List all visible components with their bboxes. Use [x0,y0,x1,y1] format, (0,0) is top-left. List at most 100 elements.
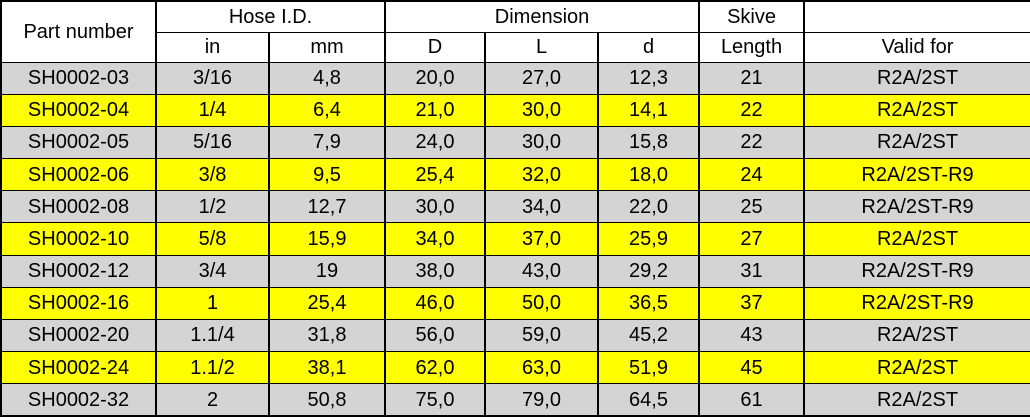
part-number-cell: SH0002-08 [0,190,157,224]
dimension-L-cell: 79,0 [484,383,600,417]
hose-id-in-cell: 2 [155,383,270,417]
hose-id-mm-cell: 19 [267,254,387,288]
hose-id-in-cell: 3/8 [155,158,270,192]
hose-id-mm-cell: 6,4 [267,93,387,127]
part-number-cell: SH0002-10 [0,222,157,256]
table-row: SH0002-16 1 25,4 46,0 50,0 36,5 37 R2A/2… [0,286,1030,320]
part-number-cell: SH0002-03 [0,61,157,95]
skive-length-cell: 22 [698,93,806,127]
dimension-L-cell: 37,0 [484,222,600,256]
hose-id-in-cell: 1.1/2 [155,351,270,385]
dimension-L-cell: 50,0 [484,286,600,320]
dimension-d-cell: 18,0 [597,158,701,192]
table-row: SH0002-24 1.1/2 38,1 62,0 63,0 51,9 45 R… [0,351,1030,385]
table-body: SH0002-03 3/16 4,8 20,0 27,0 12,3 21 R2A… [0,61,1030,417]
hose-id-mm-cell: 38,1 [267,351,387,385]
dimension-D-cell: 75,0 [384,383,487,417]
dimension-L-cell: 43,0 [484,254,600,288]
table-row: SH0002-03 3/16 4,8 20,0 27,0 12,3 21 R2A… [0,61,1030,95]
valid-for-cell: R2A/2ST [803,351,1030,385]
valid-for-cell: R2A/2ST [803,61,1030,95]
dimension-D-cell: 38,0 [384,254,487,288]
part-number-cell: SH0002-06 [0,158,157,192]
valid-for-cell: R2A/2ST-R9 [803,254,1030,288]
valid-for-cell: R2A/2ST-R9 [803,286,1030,320]
header-dim-d: d [597,31,701,63]
dimension-D-cell: 24,0 [384,125,487,160]
header-hose-id: Hose I.D. [154,0,387,33]
dimension-d-cell: 15,8 [597,125,701,160]
dimension-d-cell: 45,2 [597,318,701,353]
hose-id-mm-cell: 15,9 [267,222,387,256]
hose-id-in-cell: 1.1/4 [155,318,270,353]
dimension-L-cell: 34,0 [484,190,600,224]
skive-length-cell: 43 [698,318,806,353]
valid-for-cell: R2A/2ST [803,125,1030,160]
hose-id-in-cell: 1 [155,286,270,320]
dimension-D-cell: 30,0 [384,190,487,224]
dimension-L-cell: 63,0 [484,351,600,385]
dimension-D-cell: 62,0 [384,351,487,385]
dimension-L-cell: 32,0 [484,158,600,192]
dimension-d-cell: 25,9 [597,222,701,256]
hose-id-mm-cell: 4,8 [267,61,387,95]
part-number-cell: SH0002-16 [0,286,157,320]
header-mm: mm [267,31,387,63]
part-number-cell: SH0002-05 [0,125,157,160]
table-row: SH0002-32 2 50,8 75,0 79,0 64,5 61 R2A/2… [0,383,1030,417]
dimension-D-cell: 21,0 [384,93,487,127]
dimension-d-cell: 29,2 [597,254,701,288]
header-skive: Skive [698,0,806,33]
part-number-cell: SH0002-24 [0,351,157,385]
dimension-d-cell: 14,1 [597,93,701,127]
hose-id-mm-cell: 25,4 [267,286,387,320]
hose-id-in-cell: 5/8 [155,222,270,256]
hose-id-mm-cell: 50,8 [267,383,387,417]
hose-id-mm-cell: 9,5 [267,158,387,192]
table-row: SH0002-10 5/8 15,9 34,0 37,0 25,9 27 R2A… [0,222,1030,256]
dimension-L-cell: 30,0 [484,125,600,160]
hose-id-mm-cell: 12,7 [267,190,387,224]
header-skive-length: Length [698,31,806,63]
skive-length-cell: 27 [698,222,806,256]
valid-for-cell: R2A/2ST-R9 [803,190,1030,224]
dimension-L-cell: 27,0 [484,61,600,95]
skive-length-cell: 31 [698,254,806,288]
hose-id-in-cell: 5/16 [155,125,270,160]
dimension-d-cell: 22,0 [597,190,701,224]
header-dim-D: D [384,31,487,63]
dimension-d-cell: 51,9 [597,351,701,385]
hose-id-in-cell: 1/2 [155,190,270,224]
header-dim-L: L [484,31,600,63]
dimension-D-cell: 46,0 [384,286,487,320]
table-row: SH0002-20 1.1/4 31,8 56,0 59,0 45,2 43 R… [0,318,1030,353]
skive-length-cell: 24 [698,158,806,192]
header-part-number: Part number [0,0,157,63]
hose-id-in-cell: 3/4 [155,254,270,288]
valid-for-cell: R2A/2ST [803,93,1030,127]
dimension-D-cell: 25,4 [384,158,487,192]
skive-length-cell: 22 [698,125,806,160]
valid-for-cell: R2A/2ST [803,222,1030,256]
part-number-cell: SH0002-20 [0,318,157,353]
table-row: SH0002-06 3/8 9,5 25,4 32,0 18,0 24 R2A/… [0,158,1030,192]
header-valid-for-spacer [803,0,1030,33]
table-row: SH0002-08 1/2 12,7 30,0 34,0 22,0 25 R2A… [0,190,1030,224]
skive-length-cell: 25 [698,190,806,224]
skive-length-cell: 37 [698,286,806,320]
dimension-d-cell: 12,3 [597,61,701,95]
header-row-top: Part number Hose I.D. Dimension Skive [0,0,1030,63]
skive-length-cell: 21 [698,61,806,95]
table-row: SH0002-05 5/16 7,9 24,0 30,0 15,8 22 R2A… [0,125,1030,160]
valid-for-cell: R2A/2ST [803,318,1030,353]
valid-for-cell: R2A/2ST [803,383,1030,417]
hose-id-in-cell: 3/16 [155,61,270,95]
table-header: Part number Hose I.D. Dimension Skive in… [0,0,1030,63]
part-number-cell: SH0002-04 [0,93,157,127]
table-row: SH0002-12 3/4 19 38,0 43,0 29,2 31 R2A/2… [0,254,1030,288]
table-row: SH0002-04 1/4 6,4 21,0 30,0 14,1 22 R2A/… [0,93,1030,127]
dimension-L-cell: 30,0 [484,93,600,127]
skive-length-cell: 61 [698,383,806,417]
